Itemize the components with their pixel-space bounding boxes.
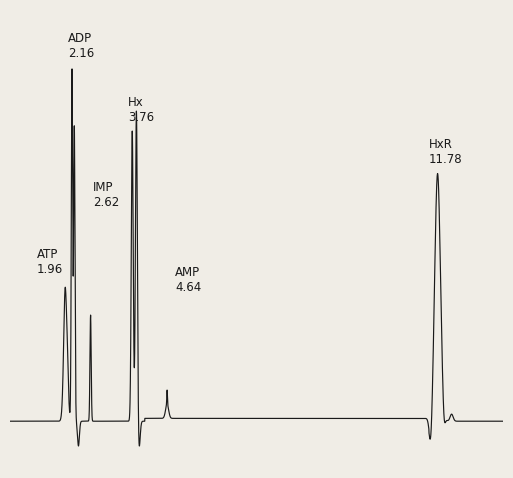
Text: ATP
1.96: ATP 1.96 [37,248,63,276]
Text: ADP
2.16: ADP 2.16 [68,33,94,60]
Text: IMP
2.62: IMP 2.62 [93,181,119,209]
Text: AMP
4.64: AMP 4.64 [175,266,201,294]
Text: HxR
11.78: HxR 11.78 [429,139,463,166]
Text: Hx
3.76: Hx 3.76 [128,96,154,124]
